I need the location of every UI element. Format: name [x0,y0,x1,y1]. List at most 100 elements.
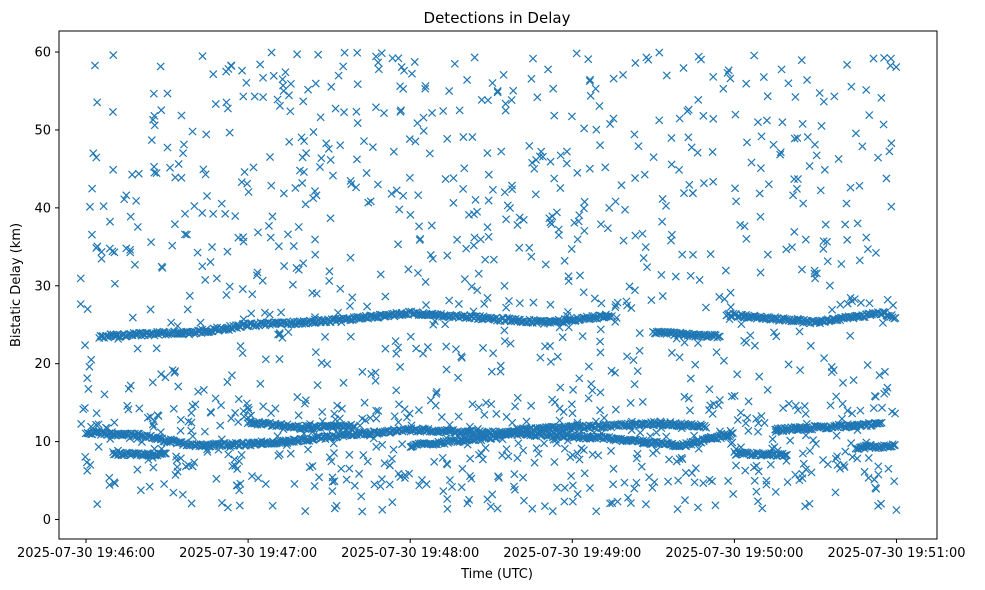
data-point [128,170,137,179]
data-point [259,93,268,102]
data-point [331,104,340,113]
data-point [247,472,257,481]
data-point [174,159,183,169]
data-point [294,411,303,420]
data-point [795,327,804,336]
data-point [275,101,284,110]
data-point [492,409,501,418]
data-point [798,119,807,128]
data-point [120,195,129,204]
data-point [280,262,289,271]
data-point [502,215,511,224]
data-point [825,281,834,290]
data-point [626,499,635,508]
data-point [126,245,135,254]
data-point [465,472,474,481]
data-point [92,409,101,418]
data-point [266,233,275,242]
data-point [500,326,509,335]
data-point [869,54,878,63]
data-point [468,133,477,142]
data-point [841,220,850,229]
data-point [222,290,231,300]
data-point [149,89,158,98]
data-point [415,481,424,490]
data-point [371,103,381,112]
data-point [196,318,205,327]
data-point [146,412,155,421]
data-point [223,104,232,113]
data-point [821,424,830,433]
data-point [702,423,711,432]
data-point [709,72,718,81]
data-point [801,502,810,511]
data-point [478,343,488,352]
data-point [221,209,230,218]
data-point [762,476,771,485]
data-point [805,446,814,455]
data-point [641,500,650,509]
data-point [630,484,639,493]
data-point [334,71,343,80]
data-point [291,183,300,193]
data-point [449,198,458,207]
data-point [508,185,517,194]
data-point [318,407,327,416]
data-point [855,256,864,265]
data-point [225,128,234,137]
data-point [807,468,816,477]
data-point [817,121,826,130]
data-point [885,147,894,156]
data-point [843,235,852,244]
data-point [719,356,728,365]
data-point [606,499,615,508]
data-point [179,140,188,149]
data-point [699,179,708,188]
data-point [483,96,493,105]
data-point [727,392,736,401]
data-point [211,100,220,109]
data-point [880,367,889,376]
data-point [892,506,901,515]
data-point [839,422,848,431]
data-point [76,300,85,309]
data-point [336,284,345,293]
data-point [762,480,771,489]
data-point [366,197,375,206]
data-point [442,342,451,351]
data-point [723,68,732,77]
data-point [579,446,588,455]
data-point [546,157,555,166]
data-point [281,68,290,77]
data-point [649,153,658,162]
data-point [741,419,750,428]
data-point [779,404,788,413]
data-point [664,477,673,486]
data-point [374,406,383,415]
data-point [560,256,569,265]
data-point [841,447,850,456]
data-point [573,235,582,244]
data-point [206,257,215,266]
data-point [706,250,715,259]
data-point [163,89,172,98]
data-point [822,237,832,246]
data-point [231,461,240,470]
data-point [694,95,703,104]
data-point [89,149,98,158]
data-point [150,121,159,130]
data-point [467,282,476,291]
data-point [589,314,598,323]
data-point [732,197,741,206]
data-point [274,242,283,251]
data-point [865,299,874,308]
data-point [368,143,377,152]
data-point [799,199,808,208]
data-point [483,293,492,302]
data-point [696,55,706,64]
data-point [578,332,587,341]
data-point [699,111,708,120]
data-point [647,296,656,305]
data-point [483,495,492,504]
data-point [275,355,284,364]
